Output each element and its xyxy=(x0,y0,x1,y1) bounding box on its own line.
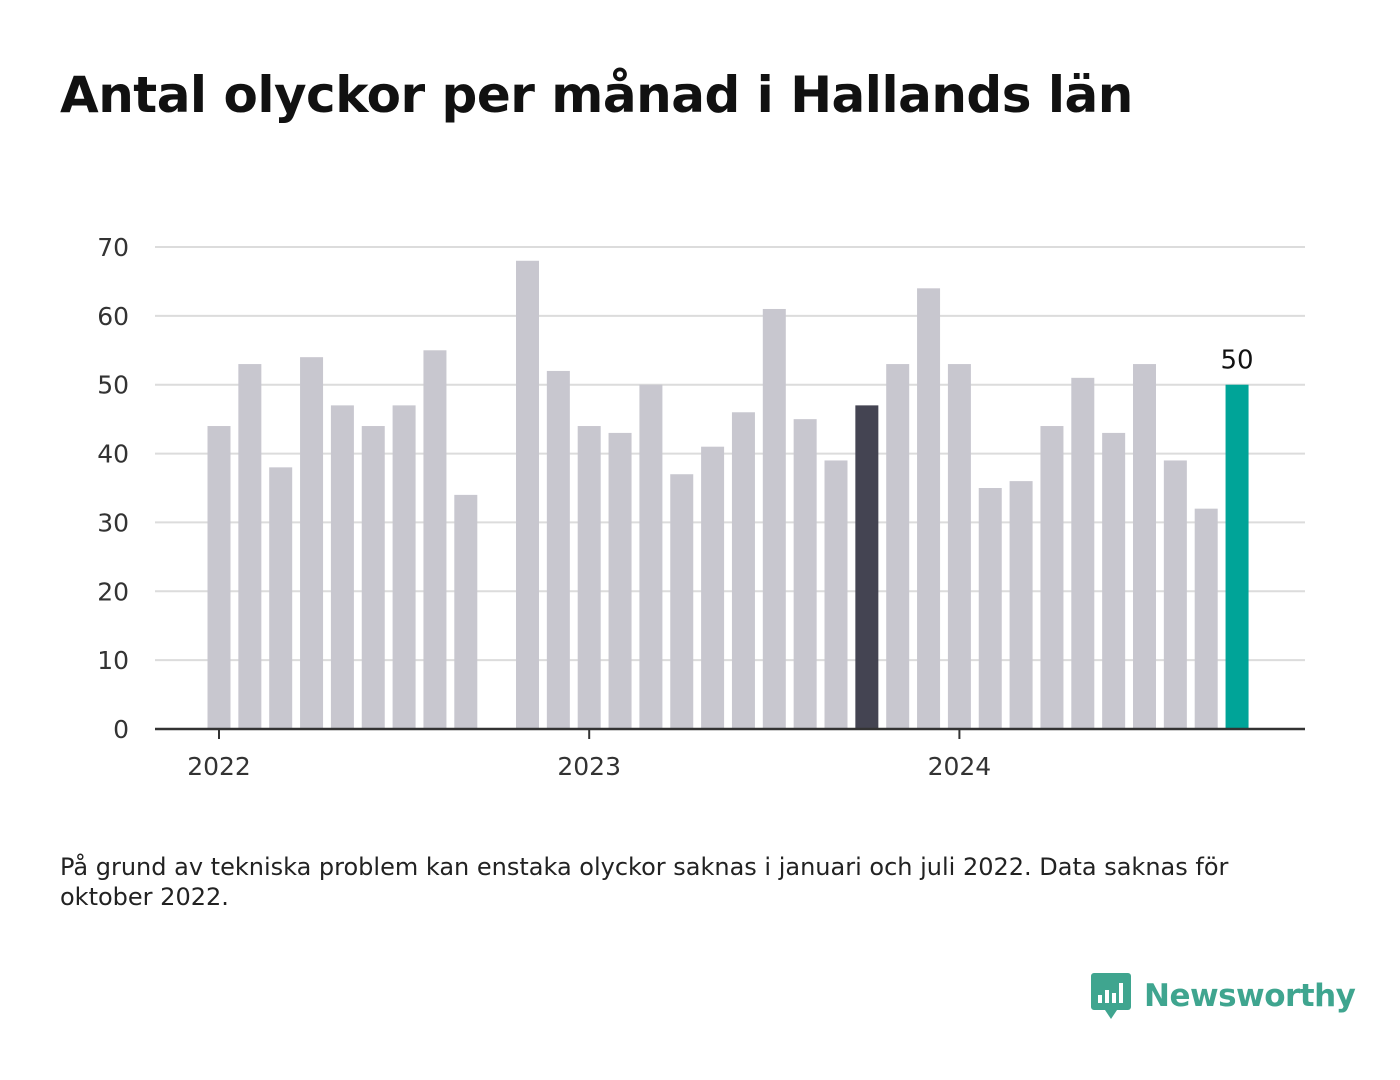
bar-2022-02 xyxy=(238,364,262,729)
x-axis: 2022 2023 2024 xyxy=(155,727,1305,781)
bar-2024-08 xyxy=(1163,460,1187,729)
bar-2022-07 xyxy=(392,405,416,729)
brand-name: Newsworthy xyxy=(1144,978,1356,1014)
bar-2023-01 xyxy=(577,426,601,729)
bar-2022-01 xyxy=(207,426,231,729)
bar-2024-04 xyxy=(1040,426,1064,729)
bar-2024-06 xyxy=(1102,432,1126,729)
y-tick-label-0: 0 xyxy=(113,715,129,744)
bar-2022-11 xyxy=(516,260,539,729)
bar-2023-09 xyxy=(824,460,848,729)
bar-2024-05 xyxy=(1071,377,1095,729)
bar-2022-09 xyxy=(454,494,478,729)
bar-2023-10 xyxy=(855,405,879,729)
y-tick-label-50: 50 xyxy=(97,371,129,400)
y-tick-label-70: 70 xyxy=(97,233,129,262)
bar-2022-03 xyxy=(269,467,293,729)
bar-2023-03 xyxy=(639,384,663,729)
bar-2023-04 xyxy=(670,474,694,729)
bars xyxy=(207,260,1249,729)
bar-2022-12 xyxy=(546,370,570,729)
bar-2023-07 xyxy=(762,308,786,729)
bar-2023-06 xyxy=(731,412,755,729)
x-tick-label-2024: 2024 xyxy=(928,752,992,781)
bar-2022-06 xyxy=(361,426,385,729)
bar-2024-10 xyxy=(1225,384,1249,729)
bar-2022-04 xyxy=(300,357,324,729)
newsworthy-logo-icon xyxy=(1091,973,1131,1019)
bar-2023-12 xyxy=(917,288,941,729)
gridlines xyxy=(155,246,1305,662)
y-tick-label-30: 30 xyxy=(97,508,129,537)
data-labels: 50 xyxy=(1221,346,1254,376)
bar-2024-02 xyxy=(978,488,1002,729)
y-tick-label-40: 40 xyxy=(97,440,129,469)
bar-2023-08 xyxy=(793,419,817,729)
y-tick-label-10: 10 xyxy=(97,646,129,675)
chart-title: Antal olyckor per månad i Hallands län xyxy=(60,66,1133,124)
bar-2024-07 xyxy=(1133,364,1156,729)
bar-2024-01 xyxy=(947,364,971,729)
y-axis-ticks: 0 10 20 30 40 50 60 70 xyxy=(97,233,129,744)
y-tick-label-60: 60 xyxy=(97,302,129,331)
footnote: På grund av tekniska problem kan enstaka… xyxy=(60,853,1229,911)
bar-2024-03 xyxy=(1009,481,1033,729)
bar-2024-09 xyxy=(1194,508,1218,729)
x-tick-label-2022: 2022 xyxy=(187,752,251,781)
bar-2022-08 xyxy=(423,350,447,729)
bar-2022-05 xyxy=(330,405,354,729)
bar-2023-02 xyxy=(608,432,632,729)
bar-2023-05 xyxy=(701,446,725,729)
x-tick-label-2023: 2023 xyxy=(557,752,621,781)
bar-2023-11 xyxy=(886,364,910,729)
data-label-2024-10: 50 xyxy=(1221,346,1254,376)
y-tick-label-20: 20 xyxy=(97,577,129,606)
brand-logo-group: Newsworthy xyxy=(1090,970,1356,1022)
